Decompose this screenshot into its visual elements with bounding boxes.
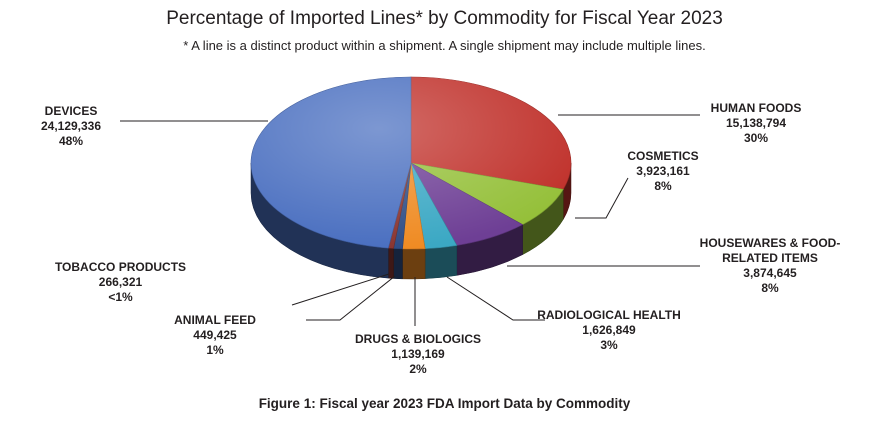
label-housewares: HOUSEWARES & FOOD- RELATED ITEMS 3,874,6… <box>680 236 860 296</box>
label-radiological-value: 1,626,849 <box>582 323 636 337</box>
chart-subtitle: * A line is a distinct product within a … <box>183 38 706 53</box>
label-tobacco-name: TOBACCO PRODUCTS <box>54 260 187 274</box>
pie-gloss <box>251 77 571 249</box>
label-animal-feed: ANIMAL FEED 449,425 1% <box>160 313 270 358</box>
chart-title: Percentage of Imported Lines* by Commodi… <box>166 8 723 29</box>
label-human-foods: HUMAN FOODS 15,138,794 30% <box>696 101 816 146</box>
label-drugs: DRUGS & BIOLOGICS 1,139,169 2% <box>348 332 488 377</box>
label-cosmetics: COSMETICS 3,923,161 8% <box>613 149 713 194</box>
label-housewares-name-1: HOUSEWARES & FOOD- <box>699 236 841 250</box>
label-human-foods-percent: 30% <box>743 131 769 145</box>
leader-line-tobacco <box>291 273 390 306</box>
label-devices-value: 24,129,336 <box>40 119 102 133</box>
pie-side-drugs-biologics <box>402 248 426 280</box>
pie-side-animal-feed <box>393 248 403 280</box>
label-human-foods-value: 15,138,794 <box>725 116 787 130</box>
pie-side-tobacco-products <box>388 247 394 279</box>
figure-caption: Figure 1: Fiscal year 2023 FDA Import Da… <box>258 396 631 411</box>
label-human-foods-name: HUMAN FOODS <box>710 101 802 115</box>
label-animal-feed-name: ANIMAL FEED <box>174 313 256 327</box>
label-devices-percent: 48% <box>58 134 84 148</box>
label-devices-name: DEVICES <box>44 104 98 118</box>
label-cosmetics-percent: 8% <box>654 179 672 193</box>
label-animal-feed-value: 449,425 <box>193 328 237 342</box>
label-housewares-percent: 8% <box>761 281 779 295</box>
label-radiological: RADIOLOGICAL HEALTH 1,626,849 3% <box>534 308 684 353</box>
label-housewares-name-2: RELATED ITEMS <box>722 251 818 265</box>
label-tobacco-value: 266,321 <box>98 275 143 289</box>
label-devices: DEVICES 24,129,336 48% <box>28 104 114 149</box>
leader-line-animal-feed <box>306 275 396 321</box>
label-housewares-value: 3,874,645 <box>743 266 797 280</box>
label-tobacco-percent: <1% <box>108 290 133 304</box>
label-drugs-name: DRUGS & BIOLOGICS <box>354 332 481 346</box>
label-animal-feed-percent: 1% <box>206 343 224 357</box>
leader-line-cosmetics <box>575 177 629 219</box>
label-drugs-value: 1,139,169 <box>391 347 445 361</box>
pie-side-radiological-health <box>424 245 458 279</box>
label-radiological-name: RADIOLOGICAL HEALTH <box>537 308 681 322</box>
label-cosmetics-value: 3,923,161 <box>636 164 690 178</box>
label-tobacco: TOBACCO PRODUCTS 266,321 <1% <box>48 260 193 305</box>
label-drugs-percent: 2% <box>409 362 427 376</box>
label-cosmetics-name: COSMETICS <box>627 149 699 163</box>
label-radiological-percent: 3% <box>600 338 618 352</box>
leader-line-radiological <box>446 276 545 321</box>
